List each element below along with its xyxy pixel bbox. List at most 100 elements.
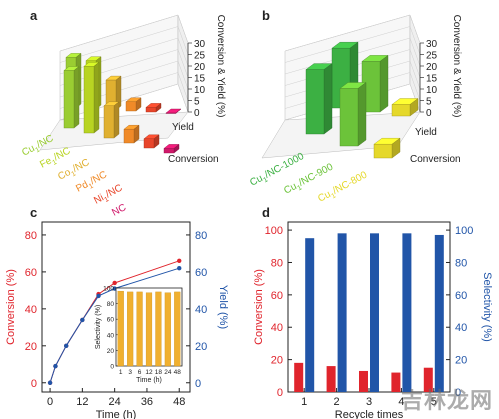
- y-axis-label-left: Conversion (%): [5, 269, 17, 345]
- z-tick-label: 0: [426, 108, 432, 119]
- bar-yield-side: [379, 55, 389, 113]
- inset-y-axis-label: Selectivity (%): [95, 305, 102, 349]
- category-label: Pd1/NC: [74, 169, 110, 196]
- bar-conversion: [326, 366, 336, 392]
- inset-bar: [145, 292, 153, 367]
- y-tick-label-left: 80: [271, 257, 283, 269]
- x-tick-label: 5: [431, 396, 437, 408]
- x-tick-label: 1: [301, 396, 307, 408]
- inset-bar: [117, 290, 124, 367]
- y-tick-label-right: 80: [455, 257, 467, 269]
- bar-conversion: [423, 367, 433, 392]
- inset-x-tick-label: 3: [128, 369, 132, 376]
- y-tick-label-left: 0: [31, 378, 37, 390]
- x-tick-label: 2: [334, 396, 340, 408]
- bar-yield: [145, 107, 157, 113]
- inset-y-tick-label: 100: [103, 286, 114, 293]
- inset-bar: [174, 291, 181, 367]
- bar-yield: [165, 112, 177, 114]
- y-tick-label-right: 20: [195, 341, 207, 353]
- bar-conversion: [373, 143, 393, 159]
- y-tick-label-left: 40: [25, 304, 37, 316]
- inset-x-tick-label: 18: [155, 369, 163, 376]
- inset-y-tick-label: 0: [110, 364, 114, 371]
- gridline: [409, 83, 421, 113]
- bar-conversion: [359, 370, 368, 392]
- z-tick-label: 5: [426, 97, 432, 108]
- panel-label-a: a: [30, 8, 38, 23]
- data-point: [80, 317, 85, 323]
- y-tick-label-right: 40: [195, 304, 207, 316]
- inset-y-tick-label: 80: [107, 301, 115, 308]
- x-tick-label: 36: [141, 396, 153, 408]
- bar-conversion: [294, 362, 304, 392]
- bar-selectivity: [434, 234, 444, 392]
- z-axis-label: Conversion & Yield (%): [215, 15, 226, 118]
- inset-x-tick-label: 48: [174, 369, 182, 376]
- panel-label-d: d: [262, 205, 270, 220]
- gridline: [284, 14, 411, 52]
- gridline: [409, 72, 421, 101]
- bar-selectivity: [337, 233, 347, 392]
- z-tick-label: 0: [194, 108, 200, 119]
- bar-conversion: [391, 372, 401, 392]
- y-tick-label-right: 80: [195, 230, 207, 242]
- y-tick-label-right: 60: [455, 290, 467, 302]
- z-axis-label: Conversion & Yield (%): [451, 15, 462, 118]
- z-tick-label: 10: [194, 85, 206, 96]
- series-label-yield: Yield: [172, 122, 194, 133]
- data-point: [177, 258, 182, 264]
- y-tick-label-left: 0: [277, 387, 283, 399]
- gridline: [177, 60, 189, 90]
- y-tick-label-right: 20: [455, 355, 467, 367]
- y-tick-label-left: 60: [25, 267, 37, 279]
- gridline: [177, 49, 189, 78]
- z-tick-label: 25: [426, 51, 438, 62]
- inset-y-tick-label: 20: [107, 348, 115, 355]
- bar-conversion: [163, 148, 175, 154]
- x-tick-label: 4: [398, 396, 404, 408]
- bar-conversion: [103, 105, 115, 139]
- bar-conversion-side: [113, 101, 120, 139]
- bar-yield-side: [175, 108, 182, 114]
- data-point: [64, 343, 69, 349]
- z-tick-label: 30: [426, 39, 438, 50]
- series-label-conversion: Conversion: [410, 154, 461, 165]
- gridline: [177, 83, 189, 113]
- bar-yield: [391, 104, 411, 117]
- z-tick-label: 20: [194, 62, 206, 73]
- bar-conversion: [305, 69, 325, 135]
- y-tick-label-right: 60: [195, 267, 207, 279]
- bar-conversion-side: [73, 66, 80, 129]
- y-axis-label-right: Selectivity (%): [481, 272, 493, 342]
- z-tick-label: 20: [426, 62, 438, 73]
- x-tick-label: 48: [173, 396, 185, 408]
- bar-yield: [125, 101, 137, 112]
- gridline: [409, 26, 421, 55]
- y-tick-label-left: 20: [25, 341, 37, 353]
- series-label-yield: Yield: [415, 127, 437, 138]
- series-label-conversion: Conversion: [168, 154, 219, 165]
- z-tick-label: 25: [194, 51, 206, 62]
- y-tick-label-left: 60: [271, 290, 283, 302]
- y-axis-label-left: Conversion (%): [253, 269, 265, 345]
- y-tick-label-left: 80: [25, 230, 37, 242]
- z-tick-label: 15: [194, 74, 206, 85]
- inset-bar: [136, 291, 143, 367]
- gridline: [409, 14, 421, 44]
- data-point: [47, 380, 53, 385]
- gridline: [177, 26, 189, 55]
- y-tick-label-right: 100: [455, 225, 473, 237]
- inset-bar: [127, 291, 134, 367]
- z-tick-label: 10: [426, 85, 438, 96]
- watermark: 吉林龙网: [400, 389, 493, 414]
- gridline: [409, 37, 421, 67]
- inset-bar: [155, 291, 162, 367]
- y-axis-label-right: Yield (%): [217, 285, 229, 329]
- z-tick-label: 15: [426, 74, 438, 85]
- gridline: [409, 49, 421, 78]
- x-tick-label: 12: [76, 396, 88, 408]
